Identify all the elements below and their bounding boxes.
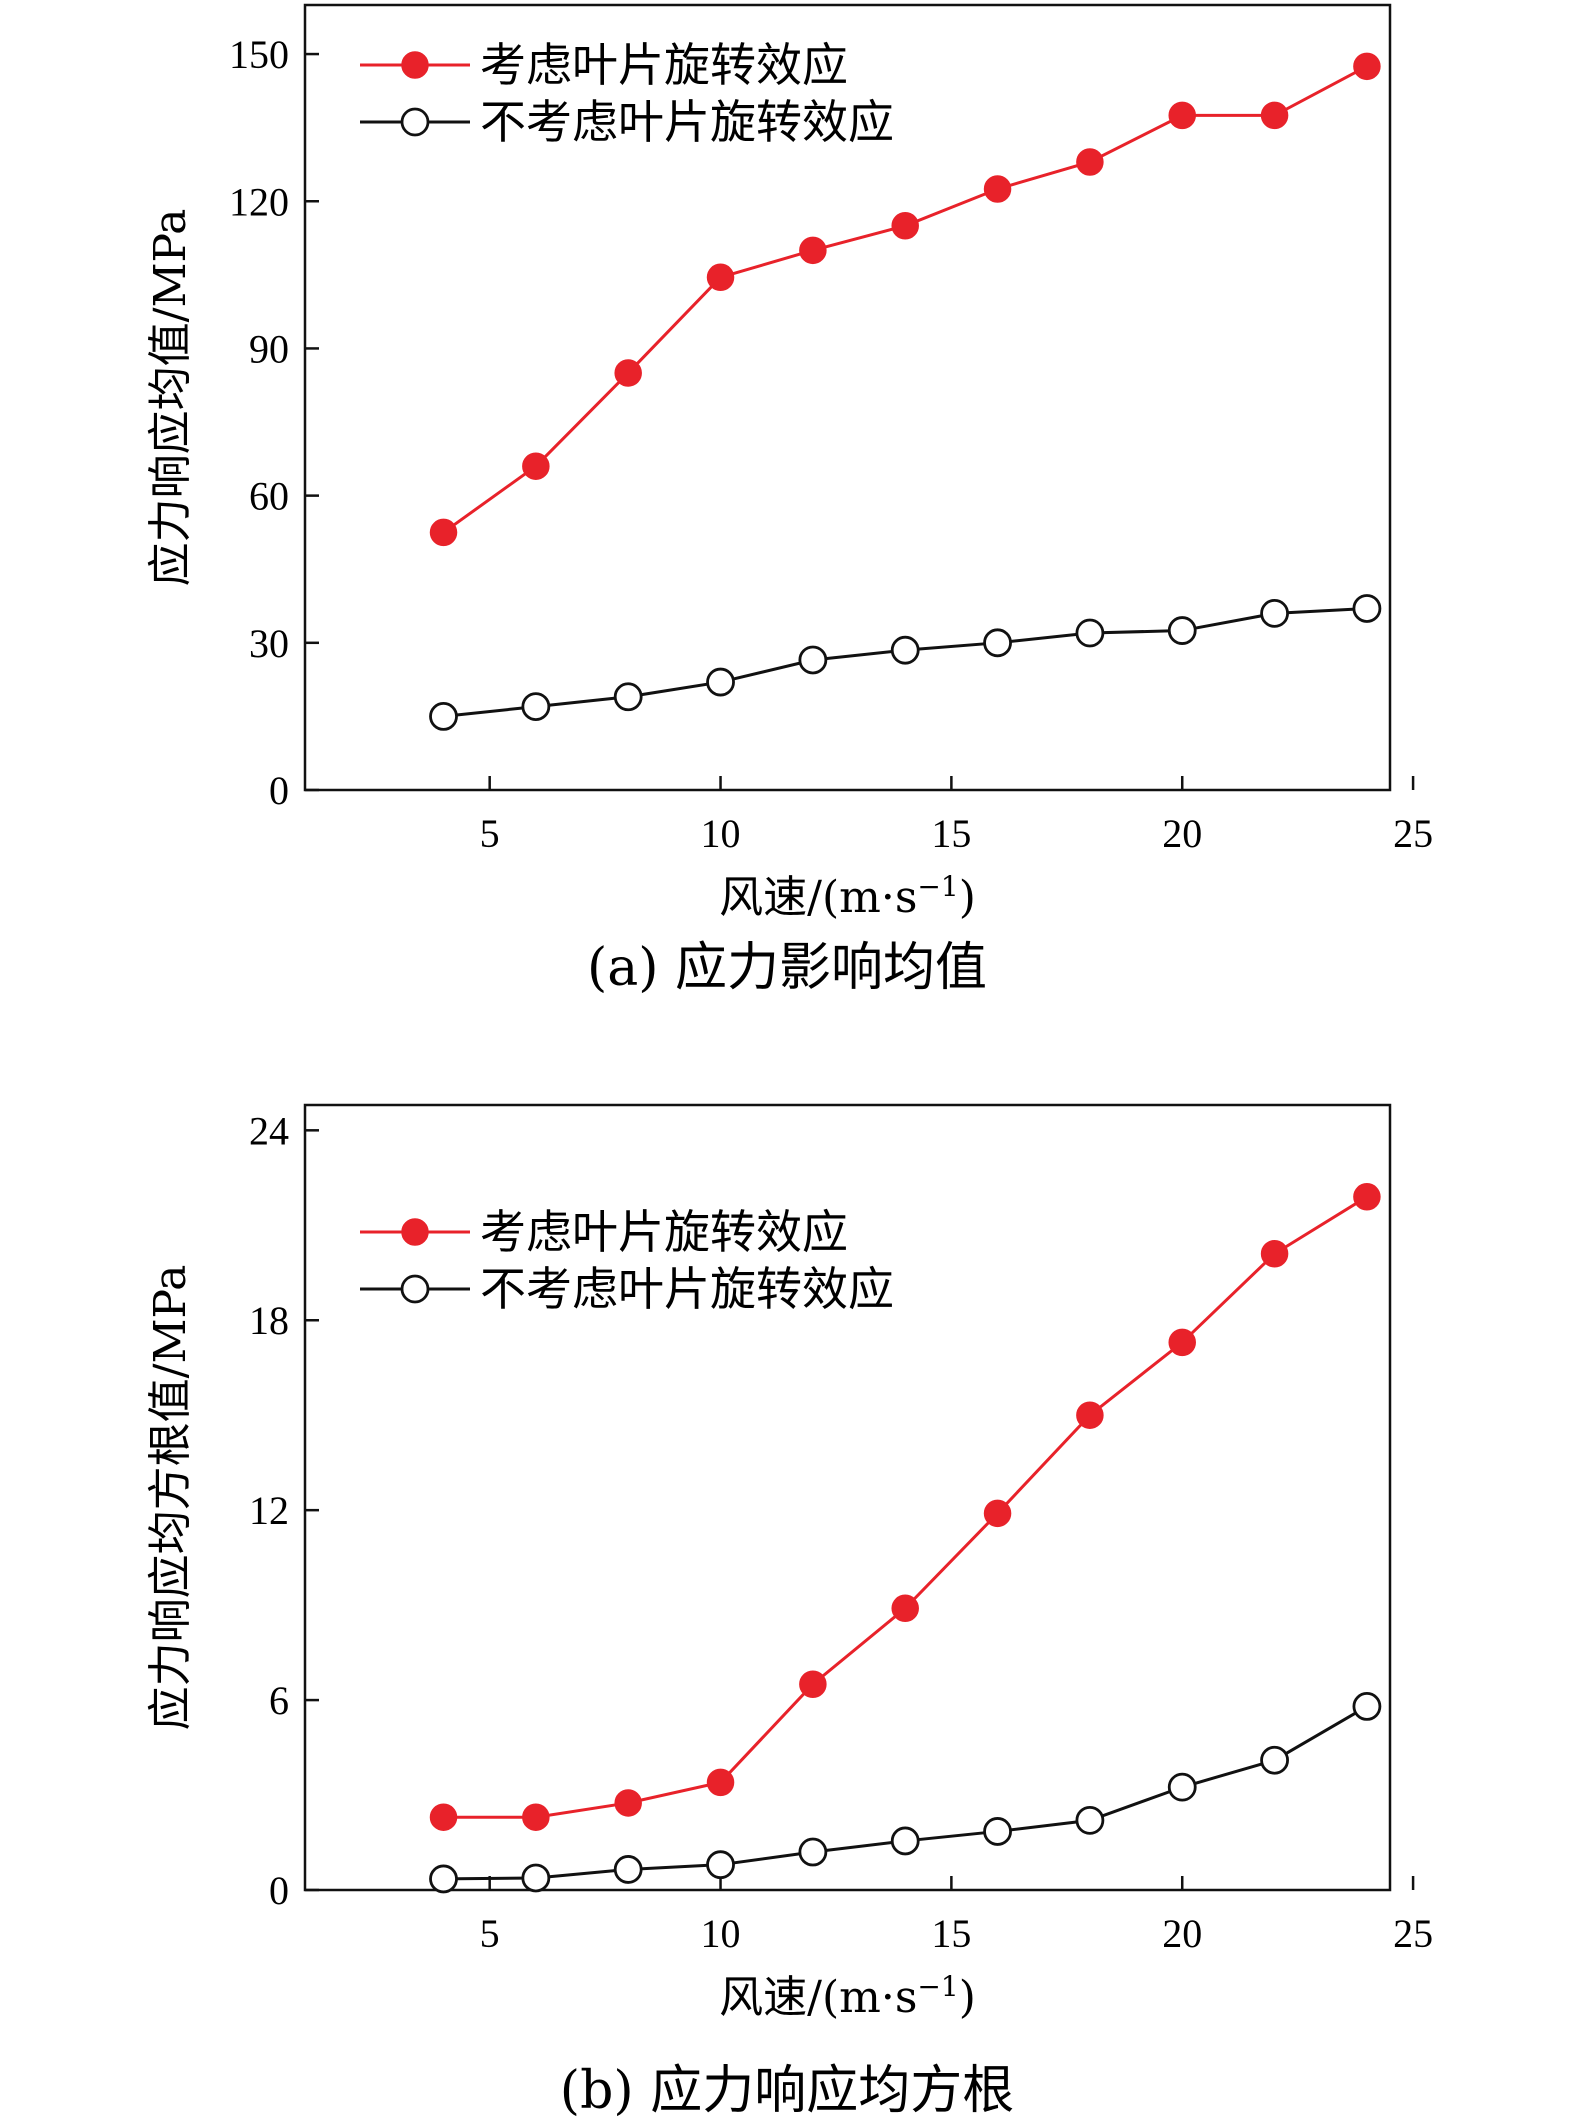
data-point-with-rotation [1260, 101, 1289, 130]
data-point-with-rotation [799, 1670, 827, 1699]
data-point-with-rotation [891, 212, 919, 240]
data-point-with-rotation [522, 452, 550, 480]
data-point-without-rotation [1167, 616, 1197, 645]
data-point-with-rotation [429, 1803, 458, 1831]
data-point-without-rotation [1167, 1772, 1197, 1802]
data-point-without-rotation [1260, 1745, 1289, 1775]
data-point-with-rotation [522, 1803, 550, 1831]
data-point-without-rotation [429, 1864, 458, 1894]
legend-label: 不考虑叶片旋转效应 [480, 1262, 894, 1316]
plot-frame [303, 1103, 1392, 1892]
x-tick-label: 20 [1162, 811, 1202, 856]
y-tick-label: 24 [249, 1108, 289, 1153]
data-point-without-rotation [613, 1855, 643, 1884]
data-point-with-rotation [614, 359, 642, 387]
y-tick-label: 0 [269, 768, 289, 813]
data-point-with-rotation [1353, 1183, 1381, 1211]
legend-marker [400, 1274, 430, 1304]
data-point-with-rotation [1076, 148, 1104, 176]
data-point-without-rotation [798, 1837, 828, 1867]
x-tick-label: 10 [701, 811, 741, 856]
legend-marker [400, 107, 430, 137]
legend-marker [401, 1218, 429, 1246]
data-point-without-rotation [890, 1826, 920, 1856]
data-point-without-rotation [1075, 1805, 1105, 1835]
legend-label: 考虑叶片旋转效应 [480, 1205, 848, 1259]
data-point-without-rotation [1075, 618, 1105, 648]
y-tick-label: 30 [249, 621, 289, 666]
y-axis-label: 应力响应均方根值/MPa [145, 1265, 196, 1731]
data-point-without-rotation [613, 682, 643, 712]
data-point-with-rotation [706, 263, 735, 292]
x-tick-label: 15 [931, 811, 971, 856]
x-tick-label: 20 [1162, 1911, 1202, 1956]
y-tick-label: 0 [269, 1868, 289, 1913]
data-point-with-rotation [614, 1789, 642, 1817]
data-point-without-rotation [429, 702, 458, 731]
data-point-with-rotation [706, 1768, 735, 1797]
chart-panel-a: 5 10 15 20 25 0 30 60 90 120 150 风速/(m·s−1) 应力响应均值/M… [145, 3, 1433, 998]
x-axis-label: 风速/(m·s−1) [719, 1970, 976, 2023]
data-point-without-rotation [983, 1817, 1012, 1846]
plot-frame [303, 3, 1392, 792]
chart-caption: (a) 应力影响均值 [587, 938, 987, 998]
data-point-with-rotation [1168, 1328, 1196, 1357]
legend-label: 考虑叶片旋转效应 [480, 38, 848, 92]
data-point-with-rotation [429, 518, 458, 547]
y-tick-label: 120 [229, 179, 289, 224]
data-point-without-rotation [1352, 594, 1382, 623]
data-point-without-rotation [798, 645, 828, 675]
x-tick-label: 10 [701, 1911, 741, 1956]
y-axis-label: 应力响应均值/MPa [145, 209, 196, 587]
x-tick-label: 15 [931, 1911, 971, 1956]
data-point-with-rotation [1076, 1401, 1104, 1429]
y-tick-label: 12 [249, 1488, 289, 1533]
chart-panel-b: 5 10 15 20 25 0 6 12 18 24 风速/(m·s−1) 应力响应均方根值/MPa 考… [145, 1103, 1433, 2121]
data-point-without-rotation [706, 667, 735, 697]
data-point-with-rotation [1168, 101, 1196, 130]
x-tick-label: 25 [1393, 811, 1433, 856]
data-point-with-rotation [983, 1499, 1012, 1528]
x-axis-label: 风速/(m·s−1) [719, 870, 976, 923]
data-point-with-rotation [891, 1594, 919, 1623]
chart-caption: (b) 应力响应均方根 [560, 2061, 1014, 2121]
y-tick-label: 18 [249, 1298, 289, 1343]
data-point-without-rotation [983, 628, 1012, 658]
data-point-with-rotation [983, 175, 1012, 203]
y-tick-label: 90 [249, 326, 289, 371]
x-tick-label: 5 [480, 1911, 500, 1956]
data-point-without-rotation [706, 1850, 735, 1880]
data-point-without-rotation [521, 692, 551, 721]
y-tick-label: 6 [269, 1678, 289, 1723]
legend-marker [401, 51, 429, 79]
x-tick-label: 25 [1393, 1911, 1433, 1956]
x-tick-label: 5 [480, 811, 500, 856]
legend-label: 不考虑叶片旋转效应 [480, 95, 894, 149]
data-point-without-rotation [521, 1863, 551, 1893]
data-point-without-rotation [1260, 598, 1289, 628]
data-point-without-rotation [1352, 1692, 1382, 1721]
data-point-with-rotation [1260, 1240, 1289, 1268]
y-tick-label: 150 [229, 32, 289, 77]
data-point-without-rotation [890, 635, 920, 665]
y-tick-label: 60 [249, 474, 289, 519]
data-point-with-rotation [1353, 52, 1381, 81]
data-point-with-rotation [799, 236, 827, 265]
